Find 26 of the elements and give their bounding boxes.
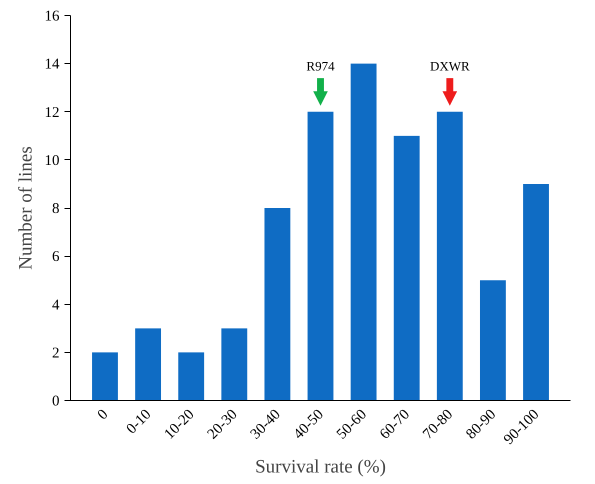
y-tick-label: 12 [44, 104, 60, 121]
bar [221, 328, 248, 400]
y-tick-label: 2 [52, 345, 60, 362]
y-tick-label: 16 [44, 8, 60, 24]
y-axis-title: Number of lines [16, 146, 36, 270]
y-tick-label: 4 [52, 297, 60, 314]
bar [480, 280, 506, 400]
bar [92, 352, 118, 400]
bar [264, 208, 290, 400]
y-tick-label: 14 [44, 56, 60, 73]
bar [135, 328, 162, 400]
x-axis-title: Survival rate (%) [255, 456, 386, 478]
y-tick-label: 0 [52, 394, 60, 410]
y-tick-label: 6 [52, 249, 60, 266]
bar [308, 112, 334, 400]
annotation: R974 [306, 58, 336, 74]
bar [523, 184, 549, 400]
bar [350, 64, 377, 400]
annotation: DXWR [430, 58, 470, 74]
y-tick-label: 10 [44, 152, 60, 169]
y-tick-label: 8 [52, 201, 60, 217]
bar [178, 352, 204, 400]
x-tick-label: 0 [94, 406, 112, 424]
bar [394, 136, 420, 400]
bar [436, 112, 463, 400]
x-tick-label: 0-10 [124, 406, 154, 438]
